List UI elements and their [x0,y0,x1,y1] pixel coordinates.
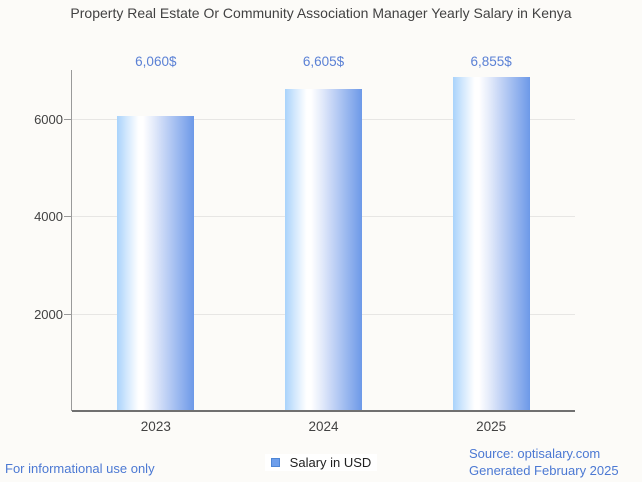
legend: Salary in USD [0,453,642,471]
y-axis-tick [64,118,72,120]
legend-label: Salary in USD [289,454,372,470]
bar-2024[interactable] [285,89,362,411]
y-axis-label: 6000 [34,111,63,127]
source-text: Source: optisalary.com [469,446,601,461]
value-label-2023: 6,060$ [135,54,177,69]
generated-text: Generated February 2025 [469,463,619,478]
chart-title: Property Real Estate Or Community Associ… [70,5,572,21]
x-axis-label-2025: 2025 [476,419,507,434]
x-axis-label-2024: 2024 [308,419,339,434]
y-axis-tick [64,313,72,315]
y-axis-line [71,70,72,411]
source-info: Source: optisalary.com Generated Februar… [469,445,619,479]
x-axis-line [72,410,575,412]
legend-item: Salary in USD [264,453,378,471]
disclaimer-text: For informational use only [5,461,155,476]
y-axis-tick [64,216,72,218]
y-axis-label: 4000 [34,209,63,225]
bar-2023[interactable] [117,115,195,411]
x-axis-label-2023: 2023 [140,419,171,434]
value-label-2024: 6,605$ [302,54,345,69]
y-axis-label: 2000 [34,306,63,322]
legend-marker-icon [270,457,280,467]
bar-2025[interactable] [452,77,530,411]
value-label-2025: 6,855$ [470,54,512,69]
